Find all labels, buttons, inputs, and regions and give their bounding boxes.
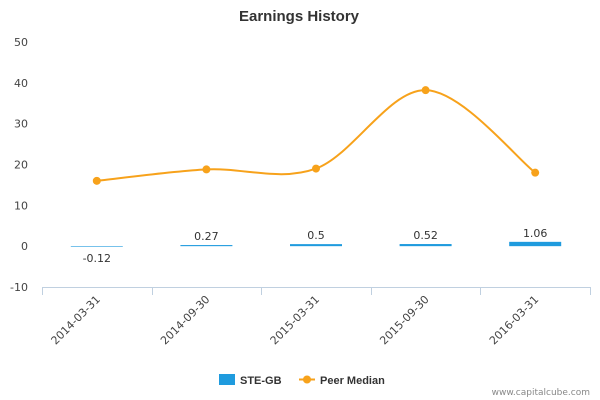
bar	[290, 244, 342, 247]
peer-median-point	[531, 168, 540, 177]
bar	[509, 241, 562, 247]
y-tick-label: -10	[10, 281, 28, 294]
x-tick-label: 2015-03-31	[268, 293, 322, 347]
peer-median-line	[96, 89, 536, 182]
bar	[70, 246, 123, 247]
credit-text: www.capitalcube.com	[492, 388, 590, 398]
bar-data-label: 1.06	[523, 227, 548, 240]
y-tick-label: 30	[14, 118, 28, 131]
bar-data-label: 0.27	[194, 230, 219, 243]
line-series	[92, 86, 540, 185]
x-tick-label: 2015-09-30	[377, 293, 431, 347]
chart-title: Earnings History	[239, 8, 360, 25]
legend-label-peer-median: Peer Median	[320, 375, 385, 387]
bar-data-label: 0.52	[413, 229, 438, 242]
y-tick-label: 50	[14, 36, 28, 49]
bar-data-label: -0.12	[83, 252, 111, 265]
peer-median-point	[202, 165, 211, 174]
bar-data-labels: -0.12 0.27 0.5 0.52 1.06	[83, 227, 548, 265]
y-tick-label: 40	[14, 77, 28, 90]
x-tick-label: 2016-03-31	[487, 293, 541, 347]
peer-median-point	[421, 86, 430, 95]
bar-series	[70, 241, 562, 247]
legend-marker-peer-median	[303, 375, 311, 384]
bar-data-label: 0.5	[307, 229, 325, 242]
peer-median-point	[92, 176, 101, 185]
x-tick-label: 2014-09-30	[158, 293, 212, 347]
legend[interactable]: STE-GB Peer Median	[219, 374, 385, 387]
peer-median-point	[312, 164, 320, 173]
x-tick-label: 2014-03-31	[49, 293, 103, 347]
bar	[180, 245, 233, 247]
legend-swatch-ste-gb	[219, 374, 235, 385]
legend-label-ste-gb: STE-GB	[240, 375, 282, 387]
y-tick-label: 0	[21, 240, 28, 253]
axes: -10 0 10 20 30 40 50 2014-03-31 2014-09-30 2015-0…	[10, 36, 591, 347]
bar	[399, 244, 452, 247]
y-tick-label: 20	[14, 159, 28, 172]
y-tick-label: 10	[14, 199, 28, 212]
